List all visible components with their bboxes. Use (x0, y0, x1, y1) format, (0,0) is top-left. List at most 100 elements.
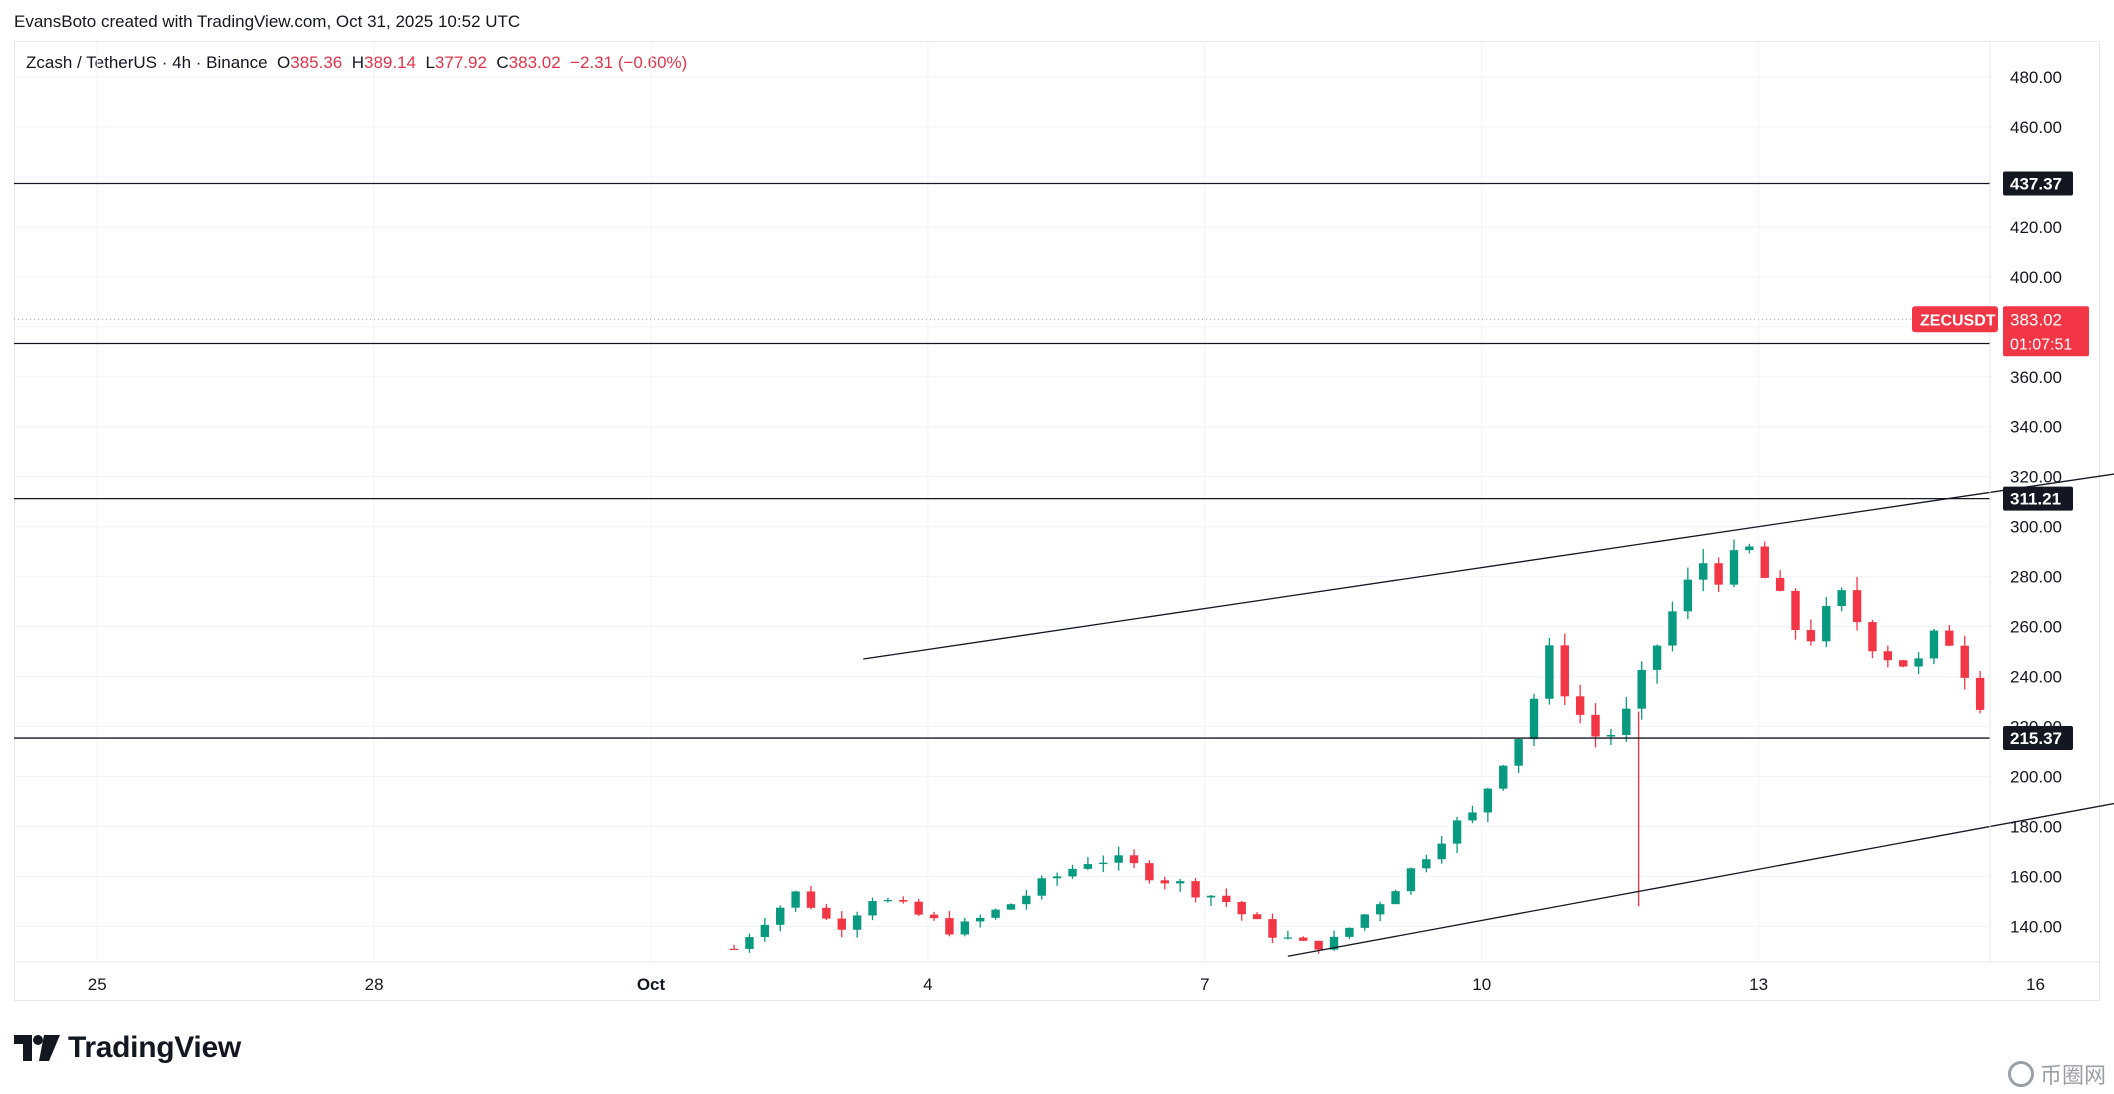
price-tick-label: 260.00 (2010, 618, 2062, 637)
candle-body (2099, 621, 2107, 632)
candle-body (1299, 937, 1308, 941)
candle-body (945, 918, 954, 935)
watermark: 币圈网 (2007, 1058, 2106, 1090)
price-tick-label: 420.00 (2010, 218, 2062, 237)
price-tick-label: 320.00 (2010, 468, 2062, 487)
level-price-tag (2003, 726, 2073, 751)
price-tick-label: 280.00 (2010, 568, 2062, 587)
candle-body (1960, 645, 1969, 678)
candle-body (2068, 633, 2076, 662)
candle-body (1929, 630, 1939, 659)
candle-body (1206, 895, 1216, 898)
legend-close-value: 383.02 (508, 53, 561, 72)
current-price-tag (2003, 306, 2089, 357)
candle-body (1637, 669, 1646, 709)
candle-body (1806, 630, 1816, 642)
candle-body (1129, 855, 1139, 864)
legend-change-value: −2.31 (−0.60%) (570, 53, 688, 72)
candle-body (2037, 651, 2045, 662)
candle-body (991, 909, 1000, 918)
legend-high-label: H (351, 53, 364, 72)
candles-group (729, 539, 2107, 954)
candle-body (852, 915, 862, 930)
watermark-icon (2007, 1061, 2034, 1087)
time-tick-label: 16 (2026, 975, 2045, 994)
candle-body (868, 901, 877, 916)
candle-body (1606, 734, 1616, 737)
candle-body (1529, 698, 1539, 740)
candle-body (776, 907, 785, 925)
legend-open-label: O (277, 53, 291, 72)
candle-body (914, 901, 923, 915)
symbol-tag (1912, 306, 1998, 333)
chart-credit: EvansBoto created with TradingView.com, … (14, 12, 521, 31)
candle-body (1775, 577, 1785, 591)
level-price-tag (2003, 171, 2073, 196)
time-tick-label: 13 (1749, 975, 1768, 994)
candle-body (1037, 878, 1046, 896)
candle-body (1360, 914, 1369, 928)
price-tick-label: 360.00 (2010, 368, 2062, 387)
tradingview-logo-text: TradingView (68, 1031, 241, 1064)
candle-body (1252, 914, 1262, 920)
candle-body (1068, 868, 1077, 877)
candle-body (883, 900, 893, 902)
level-price-tag-label: 437.37 (2010, 174, 2062, 193)
candle-body (1022, 895, 1031, 905)
candle-body (1175, 881, 1185, 884)
candle-body (960, 921, 970, 935)
price-tick-label: 240.00 (2010, 668, 2062, 687)
price-tick-label: 140.00 (2010, 917, 2062, 936)
legend-symbol[interactable]: Zcash / TetherUS · 4h · Binance (26, 53, 268, 72)
candle-body (1975, 677, 1985, 710)
time-tick-label: 7 (1200, 975, 1209, 994)
candle-body (976, 917, 985, 922)
candle-body (899, 900, 908, 902)
candle-body (806, 891, 816, 908)
candle-body (1837, 590, 1846, 607)
level-price-tag-label: 215.37 (2010, 729, 2062, 748)
price-tick-label: 160.00 (2010, 867, 2062, 886)
candle-body (1591, 714, 1600, 737)
candle-body (1314, 940, 1323, 950)
legend-close-label: C (496, 53, 509, 72)
legend-open-value: 385.36 (290, 53, 343, 72)
price-tick-label: 460.00 (2010, 118, 2062, 137)
candle-body (1560, 645, 1569, 697)
candle-body (1422, 859, 1431, 869)
candle-body (1514, 739, 1523, 766)
candle-body (1160, 880, 1170, 884)
symbol-tag-label: ZECUSDT (1920, 312, 1996, 329)
channel-trendline (1287, 802, 2114, 957)
chart-frame (14, 41, 2100, 1001)
symbol-legend: Zcash / TetherUS · 4h · Binance O385.36 … (26, 53, 687, 73)
candle-body (1375, 904, 1385, 915)
watermark-text: 币圈网 (2039, 1063, 2106, 1088)
candle-body (1791, 590, 1800, 631)
candle-body (1883, 651, 1893, 661)
candle-body (745, 937, 754, 949)
candle-body (760, 924, 770, 938)
candle-body (1499, 765, 1508, 789)
channel-trendline (863, 473, 2114, 660)
legend-low-value: 377.92 (434, 53, 487, 72)
tradingview-logo-icon (14, 1035, 60, 1061)
candle-body (1745, 546, 1754, 551)
candle-body (1222, 895, 1231, 902)
candle-body (1345, 927, 1354, 937)
candle-body (1575, 696, 1585, 715)
candle-body (2053, 651, 2061, 662)
candle-body (1899, 660, 1908, 667)
candle-body (1991, 693, 1999, 710)
time-tick-label: Oct (637, 975, 666, 994)
candle-body (837, 918, 846, 930)
time-tick-label: 28 (365, 975, 384, 994)
candle-body (1452, 820, 1462, 844)
candle-body (1683, 579, 1693, 612)
legend-high-value: 389.14 (364, 53, 416, 72)
candle-body (1099, 862, 1108, 865)
tradingview-logo[interactable]: TradingView (14, 1030, 241, 1066)
candle-body (1406, 868, 1416, 892)
candle-body (1468, 812, 1477, 821)
